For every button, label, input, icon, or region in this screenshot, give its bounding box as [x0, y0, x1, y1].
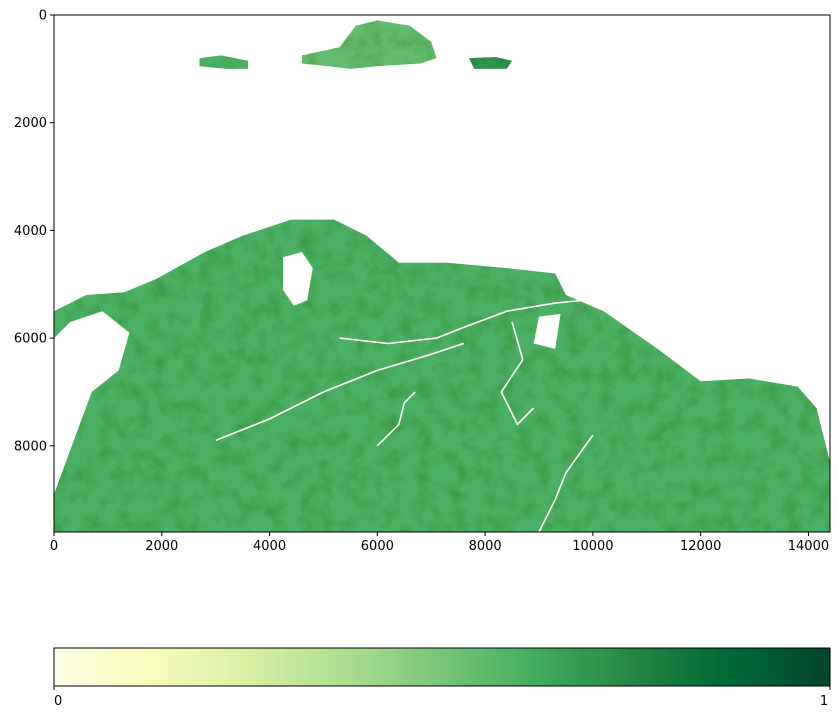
colorbar-tick-label: 1 — [820, 694, 828, 709]
region-jamaica — [199, 55, 248, 69]
gap-gulf-of-paria-notch — [533, 313, 561, 349]
colorbar-gradient — [53, 647, 831, 687]
gap-lake-maracaibo — [283, 252, 313, 306]
river-essequibo — [538, 434, 594, 532]
y-tick-label: 2000 — [14, 116, 47, 131]
region-hispaniola — [301, 20, 437, 69]
y-axis: 0 2000 4000 6000 8000 — [14, 9, 54, 454]
colorbar-tick-label: 0 — [54, 694, 62, 709]
river-ventuari — [376, 391, 416, 447]
river-meta — [215, 342, 464, 442]
river-orinoco — [339, 299, 583, 345]
x-tick-label: 0 — [50, 539, 58, 554]
plot-frame — [53, 14, 831, 533]
x-tick-label: 14000 — [788, 539, 829, 554]
x-tick-label: 6000 — [361, 539, 394, 554]
x-tick-label: 4000 — [253, 539, 286, 554]
y-tick-label: 4000 — [14, 224, 47, 239]
river-caroni — [500, 321, 535, 426]
x-tick-label: 10000 — [572, 539, 613, 554]
x-tick-label: 12000 — [680, 539, 721, 554]
x-tick-label: 2000 — [145, 539, 178, 554]
region-puerto-rico — [468, 57, 513, 69]
region-mainland — [54, 219, 830, 532]
y-tick-label: 6000 — [14, 332, 47, 347]
plot-area — [53, 14, 831, 533]
y-tick-label: 8000 — [14, 439, 47, 454]
x-tick-label: 8000 — [469, 539, 502, 554]
y-tick-label: 0 — [39, 9, 47, 24]
x-axis: 0 2000 4000 6000 8000 10000 12000 14000 — [50, 532, 829, 554]
